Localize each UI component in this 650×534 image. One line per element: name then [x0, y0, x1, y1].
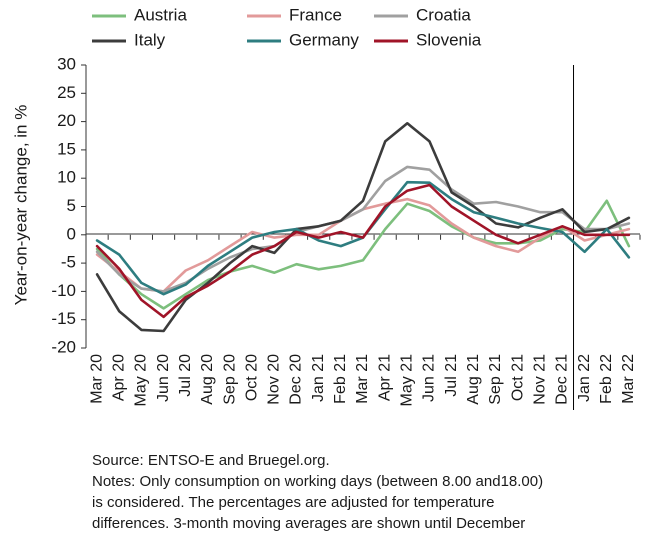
x-tick-label: Oct 20 [243, 354, 260, 401]
x-tick-label: Dec 21 [554, 354, 571, 405]
x-tick-label: Jul 21 [443, 354, 460, 397]
x-tick-label: Nov 20 [266, 354, 283, 405]
y-tick-label: 20 [57, 111, 76, 130]
line-chart: Austria France Croatia Italy Germany Slovenia… [11, 5, 641, 410]
series-line-croatia [95, 165, 631, 293]
series-lines [95, 122, 631, 333]
x-tick-label: Jan 21 [310, 354, 327, 402]
legend-label-austria: Austria [134, 5, 187, 24]
x-tick-label: Nov 21 [531, 354, 548, 405]
x-tick-label: Sep 21 [487, 354, 504, 405]
y-tick-label: 15 [57, 139, 76, 158]
y-tick-label: -5 [61, 253, 76, 272]
x-tick-label: Apr 21 [376, 354, 393, 401]
x-tick-label: May 21 [399, 354, 416, 407]
x-tick-label: Jun 20 [155, 354, 172, 402]
y-axis: Year-on-year change, in % 30 25 20 15 10 5 0 -5… [11, 54, 87, 356]
x-tick-label: Mar 22 [620, 354, 637, 404]
notes-line-3: differences. 3-month moving averages are… [92, 515, 526, 532]
series-line-italy [95, 122, 631, 333]
x-tick-label: Apr 20 [110, 354, 127, 401]
series-line-slovenia [95, 183, 631, 319]
x-tick-label: Oct 21 [509, 354, 526, 401]
y-tick-label: 25 [57, 83, 76, 102]
y-tick-label: 30 [57, 54, 76, 73]
legend-label-croatia: Croatia [416, 5, 471, 24]
legend-label-italy: Italy [134, 30, 166, 49]
y-tick-label: -20 [51, 337, 76, 356]
x-tick-label: Jun 21 [421, 354, 438, 402]
x-axis: Mar 20 Apr 20 May 20 Jun 20 Jul 20 Aug 20 Sep … [85, 233, 641, 407]
chart-notes: Source: ENTSO-E and Bruegel.org. Notes: … [92, 450, 644, 534]
notes-line-2: is considered. The percentages are adjus… [92, 494, 495, 511]
y-tick-label: -10 [51, 281, 76, 300]
x-tick-label: Aug 20 [199, 354, 216, 405]
y-tick-label: 0 [67, 224, 76, 243]
x-tick-label: Mar 20 [88, 354, 105, 404]
series-line-austria [95, 199, 631, 310]
x-tick-label: Sep 20 [221, 354, 238, 405]
legend-label-france: France [289, 5, 342, 24]
x-tick-label: May 20 [133, 354, 150, 407]
x-tick-label: Dec 20 [288, 354, 305, 405]
x-tick-label: Jan 22 [576, 354, 593, 402]
legend: Austria France Croatia Italy Germany Slovenia [92, 5, 482, 49]
x-tick-label: Feb 22 [598, 354, 615, 404]
x-tick-label: Jul 20 [177, 354, 194, 397]
x-tick-label: Mar 21 [354, 354, 371, 404]
y-tick-label: 10 [57, 168, 76, 187]
legend-label-slovenia: Slovenia [416, 30, 482, 49]
x-tick-label: Feb 21 [332, 354, 349, 404]
x-tick-label: Aug 21 [465, 354, 482, 405]
source-note: Source: ENTSO-E and Bruegel.org. [92, 452, 330, 469]
y-tick-label: -15 [51, 309, 76, 328]
y-tick-label: 5 [67, 196, 76, 215]
y-axis-label: Year-on-year change, in % [11, 105, 30, 306]
notes-line-1: Notes: Only consumption on working days … [92, 473, 544, 490]
legend-label-germany: Germany [289, 30, 359, 49]
